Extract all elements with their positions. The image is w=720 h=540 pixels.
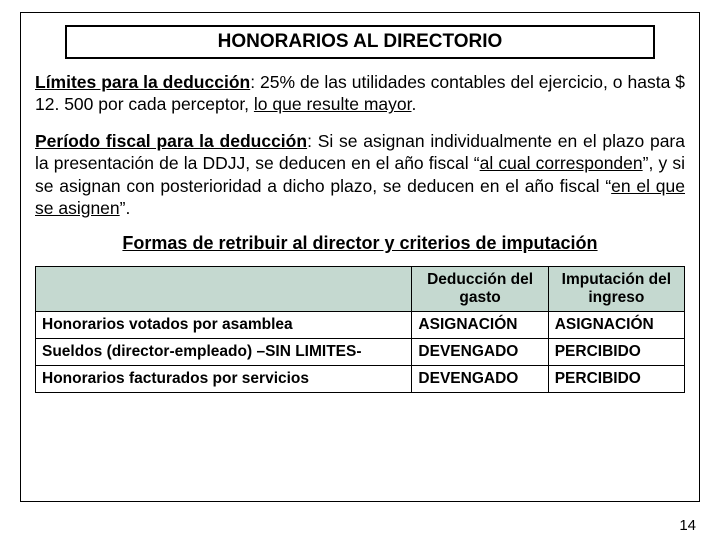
limits-lead: Límites para la deducción bbox=[35, 72, 250, 92]
row-label: Sueldos (director-empleado) –SIN LIMITES… bbox=[36, 339, 412, 366]
period-text3: ”. bbox=[120, 198, 131, 218]
header-col2: Imputación del ingreso bbox=[548, 267, 684, 312]
row-label: Honorarios votados por asamblea bbox=[36, 312, 412, 339]
table-row: Sueldos (director-empleado) –SIN LIMITES… bbox=[36, 339, 685, 366]
row-label: Honorarios facturados por servicios bbox=[36, 366, 412, 393]
header-col1: Deducción del gasto bbox=[412, 267, 548, 312]
criteria-table: Deducción del gasto Imputación del ingre… bbox=[35, 266, 685, 393]
row-c2: PERCIBIDO bbox=[548, 366, 684, 393]
paragraph-limits: Límites para la deducción: 25% de las ut… bbox=[35, 71, 685, 116]
limits-dot: . bbox=[412, 94, 417, 114]
row-c1: DEVENGADO bbox=[412, 366, 548, 393]
header-empty bbox=[36, 267, 412, 312]
page-number: 14 bbox=[679, 517, 696, 534]
subtitle: Formas de retribuir al director y criter… bbox=[35, 233, 685, 254]
content-frame: HONORARIOS AL DIRECTORIO Límites para la… bbox=[20, 12, 700, 502]
limits-tail: lo que resulte mayor bbox=[254, 94, 412, 114]
period-u1: al cual corresponden bbox=[480, 153, 643, 173]
row-c2: ASIGNACIÓN bbox=[548, 312, 684, 339]
table-header-row: Deducción del gasto Imputación del ingre… bbox=[36, 267, 685, 312]
row-c1: ASIGNACIÓN bbox=[412, 312, 548, 339]
slide-title: HONORARIOS AL DIRECTORIO bbox=[65, 25, 655, 59]
table-row: Honorarios votados por asamblea ASIGNACI… bbox=[36, 312, 685, 339]
table-row: Honorarios facturados por servicios DEVE… bbox=[36, 366, 685, 393]
row-c2: PERCIBIDO bbox=[548, 339, 684, 366]
paragraph-period: Período fiscal para la deducción: Si se … bbox=[35, 130, 685, 220]
row-c1: DEVENGADO bbox=[412, 339, 548, 366]
period-lead: Período fiscal para la deducción bbox=[35, 131, 307, 151]
slide-page: HONORARIOS AL DIRECTORIO Límites para la… bbox=[0, 0, 720, 540]
